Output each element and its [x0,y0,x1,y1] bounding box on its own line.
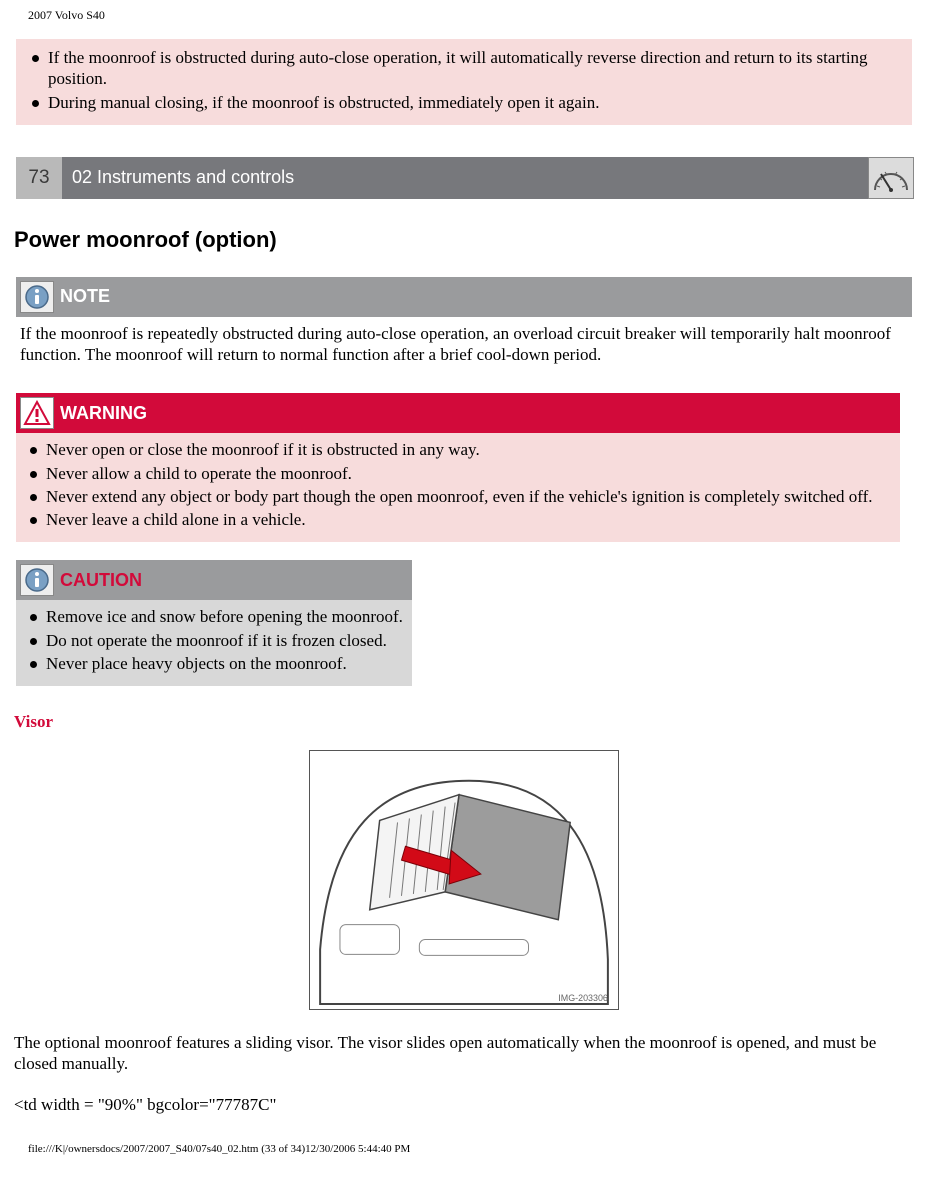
warning-header: WARNING [16,393,900,433]
warning-label: WARNING [60,403,147,424]
section-title: 02 Instruments and controls [62,157,868,199]
visor-figure: IMG-203306 [14,750,913,1010]
list-item: Never open or close the moonroof if it i… [30,439,892,460]
list-item: During manual closing, if the moonroof i… [32,92,902,113]
visor-paragraph: The optional moonroof features a sliding… [14,1032,913,1075]
info-icon [20,564,54,596]
visor-subheading: Visor [14,712,913,732]
page-number: 73 [16,157,62,199]
list-item: Never allow a child to operate the moonr… [30,463,892,484]
warning-body: Never open or close the moonroof if it i… [16,433,900,542]
warning-icon [20,397,54,429]
list-item: Never leave a child alone in a vehicle. [30,509,892,530]
page-heading: Power moonroof (option) [14,227,913,253]
caution-body: Remove ice and snow before opening the m… [16,600,412,686]
top-obstruction-box: If the moonroof is obstructed during aut… [16,39,912,125]
top-bullets: If the moonroof is obstructed during aut… [26,47,902,113]
note-callout: NOTE If the moonroof is repeatedly obstr… [16,277,912,376]
list-item: Remove ice and snow before opening the m… [30,606,404,627]
caution-header: CAUTION [16,560,412,600]
list-item: Never extend any object or body part tho… [30,486,892,507]
list-item: If the moonroof is obstructed during aut… [32,47,902,90]
caution-label: CAUTION [60,570,142,591]
warning-callout: WARNING Never open or close the moonroof… [16,393,900,542]
section-bar: 73 02 Instruments and controls [16,157,914,199]
list-item: Never place heavy objects on the moonroo… [30,653,404,674]
note-label: NOTE [60,286,110,307]
info-icon [20,281,54,313]
list-item: Do not operate the moonroof if it is fro… [30,630,404,651]
gauge-icon [868,157,914,199]
figure-caption: IMG-203306 [558,993,608,1003]
note-header: NOTE [16,277,912,317]
footer-path: file:///K|/ownersdocs/2007/2007_S40/07s4… [28,1143,913,1155]
note-body: If the moonroof is repeatedly obstructed… [16,317,912,376]
doc-header: 2007 Volvo S40 [28,8,913,23]
caution-callout: CAUTION Remove ice and snow before openi… [16,560,412,686]
stray-code-line: <td width = "90%" bgcolor="77787C" [14,1095,913,1115]
